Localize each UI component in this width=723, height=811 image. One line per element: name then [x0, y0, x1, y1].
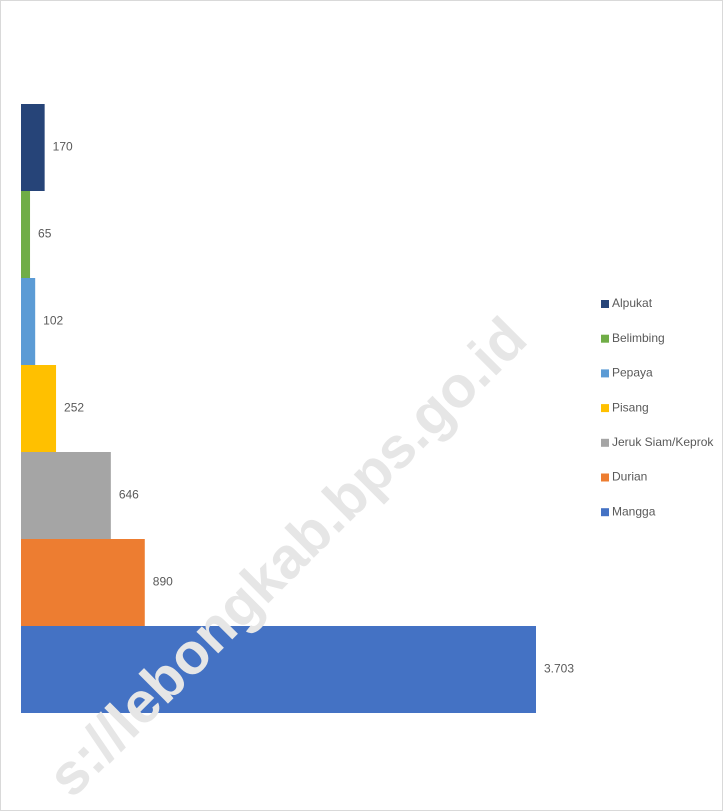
legend-label: Jeruk Siam/Keprok — [612, 435, 714, 449]
legend-label: Belimbing — [612, 331, 665, 345]
bar — [21, 626, 536, 713]
legend-swatch — [601, 404, 609, 413]
legend-swatch — [601, 369, 609, 378]
legend-label: Durian — [612, 470, 647, 484]
legend: Alpukat Belimbing Pepaya Pisang Jeruk Siam/K… — [601, 296, 714, 518]
legend-swatch — [601, 508, 609, 517]
legend-swatch — [601, 334, 609, 343]
bar — [21, 452, 111, 539]
bar — [21, 191, 31, 278]
data-label: 170 — [53, 140, 73, 154]
bar — [21, 365, 57, 452]
bar — [21, 539, 145, 626]
legend-label: Pisang — [612, 400, 649, 414]
plot: 170 65 102 252 646 890 3.703 — [21, 104, 574, 713]
legend-swatch — [601, 438, 609, 447]
legend-label: Pepaya — [612, 366, 653, 380]
legend-label: Alpukat — [612, 296, 653, 310]
data-label: 102 — [43, 314, 63, 328]
bar — [21, 278, 36, 365]
data-label: 65 — [38, 227, 52, 241]
bar — [21, 104, 45, 191]
legend-swatch — [601, 473, 609, 482]
data-label: 890 — [153, 575, 173, 589]
data-label: 252 — [64, 401, 84, 415]
legend-label: Mangga — [612, 504, 656, 518]
data-label: 3.703 — [544, 662, 574, 676]
legend-swatch — [601, 300, 609, 308]
data-label: 646 — [119, 488, 139, 502]
